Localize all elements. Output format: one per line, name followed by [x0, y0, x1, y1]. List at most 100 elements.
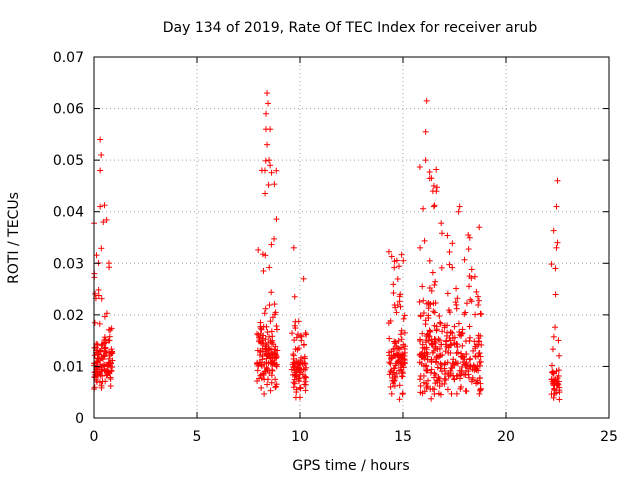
data-point [267, 318, 274, 325]
data-point [445, 307, 452, 314]
data-point [398, 344, 405, 351]
data-point [554, 239, 561, 246]
data-point [392, 338, 399, 345]
data-point [552, 265, 559, 272]
data-point [466, 323, 473, 330]
data-point [257, 319, 264, 326]
data-point [438, 230, 445, 237]
data-point [471, 367, 478, 374]
data-point [444, 386, 451, 393]
data-point [417, 244, 424, 251]
data-point [424, 356, 431, 363]
data-point [258, 363, 265, 370]
data-point [91, 344, 98, 351]
data-point [302, 330, 309, 337]
data-point [556, 352, 563, 359]
data-point [462, 387, 469, 394]
data-point [299, 371, 306, 378]
data-point [268, 169, 275, 176]
data-point [394, 275, 401, 282]
data-point [466, 363, 473, 370]
data-point [548, 391, 555, 398]
data-point [298, 366, 305, 373]
data-point [297, 356, 304, 363]
data-point [430, 182, 437, 189]
data-point [431, 281, 438, 288]
data-point [269, 367, 276, 374]
y-tick-label: 0.07 [53, 50, 84, 66]
data-point [387, 384, 394, 391]
data-point [98, 355, 105, 362]
data-point [261, 310, 268, 317]
data-point [101, 339, 108, 346]
data-point [466, 334, 473, 341]
data-point [453, 390, 460, 397]
data-point [461, 354, 468, 361]
data-point [91, 319, 98, 326]
data-point [268, 289, 275, 296]
data-point [301, 374, 308, 381]
data-point [428, 175, 435, 182]
data-point [399, 391, 406, 398]
data-point [107, 374, 114, 381]
data-point [98, 295, 105, 302]
data-point [260, 372, 267, 379]
data-point [266, 302, 273, 309]
data-point [419, 353, 426, 360]
data-point [262, 345, 269, 352]
data-point [264, 141, 271, 148]
data-point [441, 324, 448, 331]
data-point [477, 310, 484, 317]
data-point [94, 368, 101, 375]
data-point [104, 361, 111, 368]
data-point [92, 290, 99, 297]
data-point [433, 184, 440, 191]
data-point [429, 269, 436, 276]
data-point [262, 305, 269, 312]
data-point [267, 350, 274, 357]
data-point [265, 353, 272, 360]
data-point [392, 362, 399, 369]
data-point [93, 252, 100, 259]
data-point [101, 347, 108, 354]
data-point [97, 136, 104, 143]
data-point [300, 341, 307, 348]
data-point [401, 329, 408, 336]
data-point [416, 164, 423, 171]
x-tick-label: 0 [90, 429, 99, 445]
data-point [444, 359, 451, 366]
data-point [391, 377, 398, 384]
data-point [387, 360, 394, 367]
data-point [471, 363, 478, 370]
data-point [272, 343, 279, 350]
data-point [272, 376, 279, 383]
data-point [428, 287, 435, 294]
data-point [423, 346, 430, 353]
data-point [256, 336, 263, 343]
data-point [552, 291, 559, 298]
data-point [429, 188, 436, 195]
data-point [463, 351, 470, 358]
data-point [272, 384, 279, 391]
data-point [394, 301, 401, 308]
data-point [469, 374, 476, 381]
data-point [435, 336, 442, 343]
data-point [394, 358, 401, 365]
y-tick-label: 0.04 [53, 205, 84, 221]
data-point [386, 335, 393, 342]
data-point [422, 362, 429, 369]
data-point [548, 362, 555, 369]
data-point [272, 355, 279, 362]
data-point [266, 157, 273, 164]
data-point [458, 383, 465, 390]
data-point [290, 352, 297, 359]
data-point [390, 352, 397, 359]
data-point [549, 369, 556, 376]
data-point [385, 248, 392, 255]
data-point [443, 337, 450, 344]
data-point [395, 359, 402, 366]
data-point [303, 331, 310, 338]
data-point [395, 337, 402, 344]
data-point [441, 380, 448, 387]
data-point [423, 367, 430, 374]
